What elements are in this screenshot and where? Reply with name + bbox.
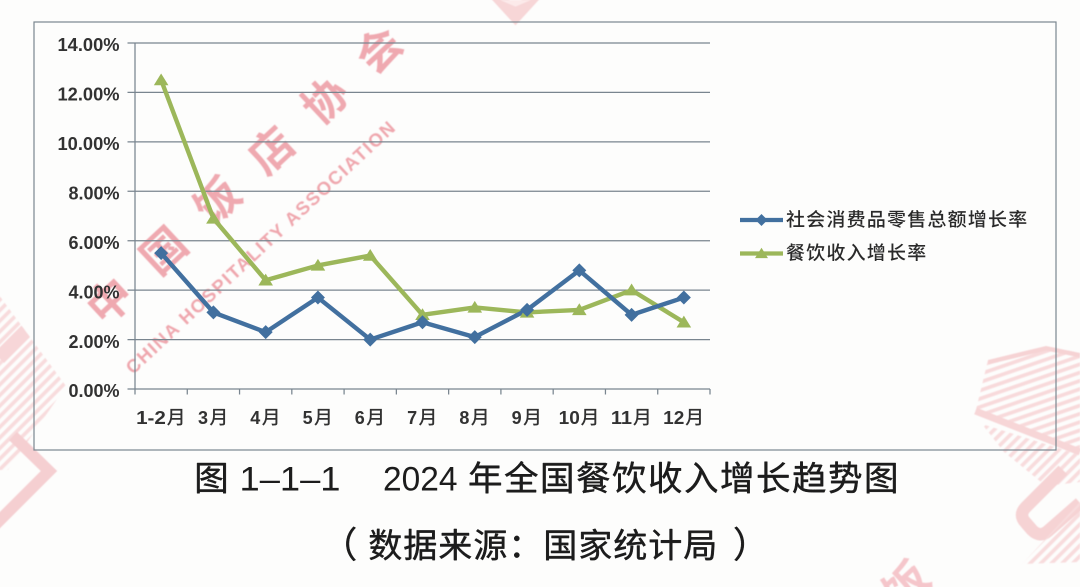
svg-text:14.00%: 14.00% — [58, 35, 120, 55]
svg-text:12: 12 — [663, 408, 684, 428]
svg-text:0.00%: 0.00% — [68, 381, 119, 401]
svg-text:2024: 2024 — [383, 461, 458, 499]
svg-text:8: 8 — [459, 408, 469, 428]
svg-text:10: 10 — [559, 408, 580, 428]
svg-text:1–1–1: 1–1–1 — [240, 461, 341, 499]
svg-text:3: 3 — [198, 408, 208, 428]
svg-text:7: 7 — [407, 408, 417, 428]
svg-text:4.00%: 4.00% — [68, 282, 119, 302]
svg-text:6: 6 — [355, 408, 365, 428]
svg-text:10.00%: 10.00% — [58, 134, 120, 154]
svg-text:2.00%: 2.00% — [68, 332, 119, 352]
svg-text:4: 4 — [250, 408, 260, 428]
svg-text:12.00%: 12.00% — [58, 85, 120, 105]
svg-text:8.00%: 8.00% — [68, 184, 119, 204]
svg-text:11: 11 — [611, 408, 632, 428]
svg-text:1-2: 1-2 — [136, 408, 166, 428]
svg-text:9: 9 — [512, 408, 522, 428]
svg-text:5: 5 — [303, 408, 313, 428]
svg-text:6.00%: 6.00% — [68, 233, 119, 253]
